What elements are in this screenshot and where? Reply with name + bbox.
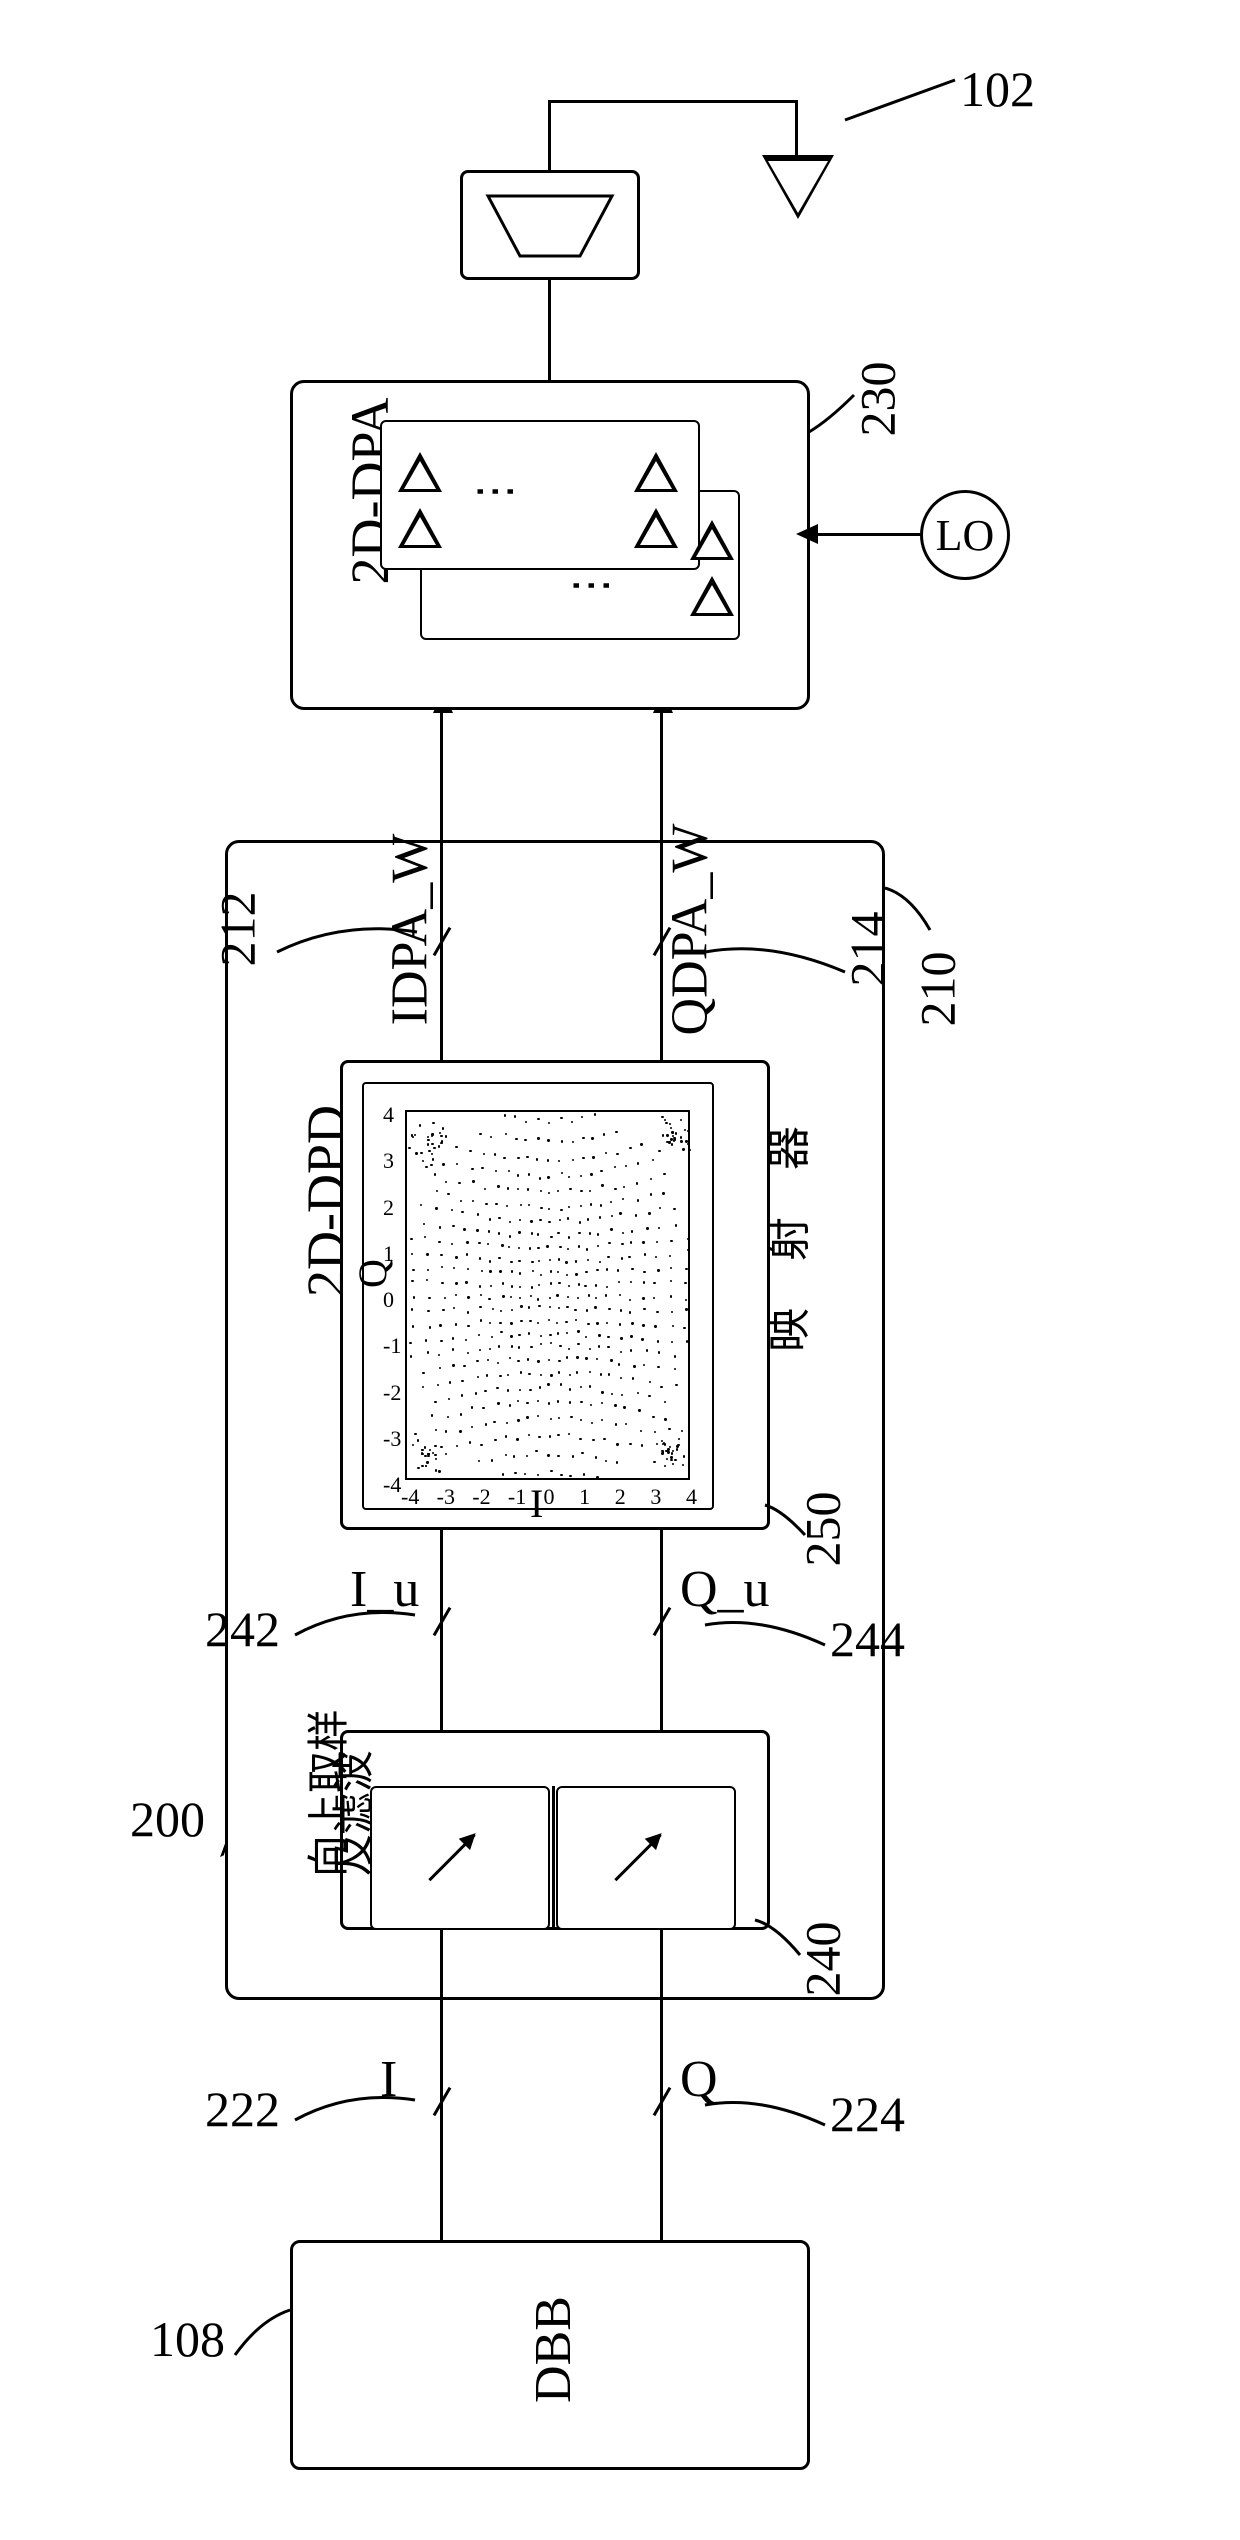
pa-tri-icon [690,520,734,560]
axis-q-label: Q [349,1259,396,1288]
upsample-box-q [556,1786,736,1930]
leader-242 [290,1595,420,1645]
qdpa-label: QDPA_W [661,800,720,1060]
leader-214 [700,932,850,982]
filter-ant-h [548,100,798,103]
ref-224: 224 [830,2085,905,2143]
pa-tri-icon [398,452,442,492]
q-line-inner1 [660,1930,663,2000]
ref-244: 244 [830,1610,905,1668]
dots-icon: ⋮ [471,470,522,522]
leader-230 [804,390,864,440]
dots-icon: ⋮ [567,564,618,616]
diagram-canvas: 200 DBB 108 I Q 222 224 210 2D-DPD 向上取样 … [0,0,1240,2540]
leader-102 [840,70,960,130]
filter-icon [480,184,620,268]
leader-212 [272,912,422,962]
leader-244 [700,1605,830,1655]
upsample-box-i [370,1786,550,1930]
pa-tri-icon [690,576,734,616]
pa-tri-icon [634,508,678,548]
iu-line [440,1530,443,1730]
mapper-label: 映 射 器 [753,1172,817,1352]
ant-stem [795,100,798,156]
antenna-icon [762,155,834,219]
ref-242: 242 [205,1600,280,1658]
ref-210: 210 [909,952,967,1027]
filter-ant-v [548,100,551,170]
q-in-line [660,2000,663,2240]
pa-tri-icon [398,508,442,548]
leader-222 [290,2080,420,2130]
ref-108: 108 [150,2310,225,2368]
pa-tri-icon [634,452,678,492]
constellation-plot: -4-3-2-101234-4-3-2-101234 [405,1110,690,1480]
lo-label: LO [936,510,995,561]
lo-circle: LO [920,490,1010,580]
dpa-out-line [548,280,551,380]
idpa-line [440,710,443,1060]
i-line-inner1 [440,1930,443,2000]
leader-224 [700,2085,830,2135]
axis-i-label: I [530,1480,543,1527]
ref-222: 222 [205,2080,280,2138]
dbb-label: DBB [524,2296,583,2403]
leader-250 [760,1500,810,1540]
leader-240 [750,1915,810,1965]
i-in-line [440,2000,443,2240]
leader-108 [230,2300,300,2370]
lo-arrowhead [796,524,818,544]
figure-ref-200: 200 [130,1790,205,1848]
ref-102: 102 [960,60,1035,118]
qu-line [660,1530,663,1730]
lo-line [810,533,920,536]
upsample-divider [552,1786,555,1930]
ref-212: 212 [209,892,267,967]
